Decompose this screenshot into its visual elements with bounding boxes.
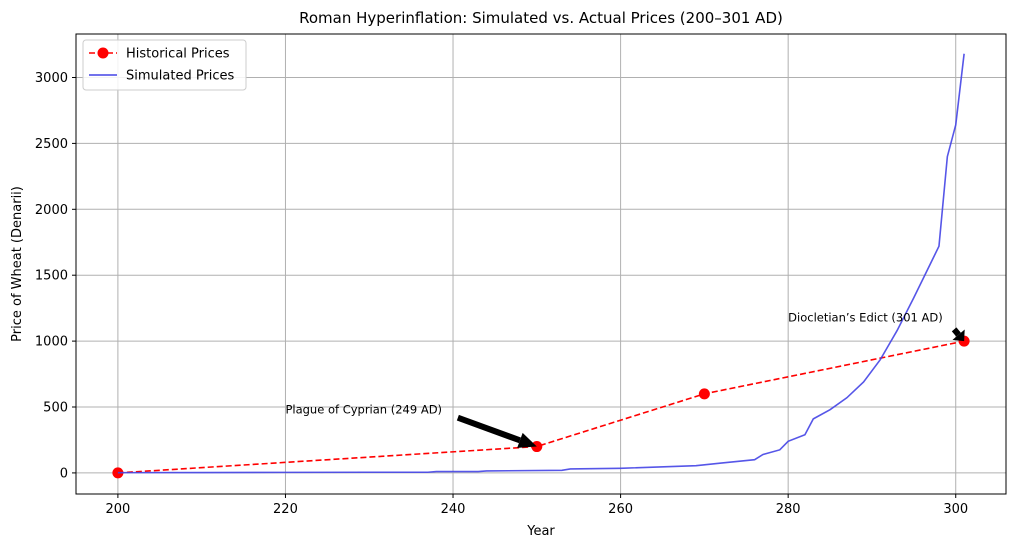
legend-marker xyxy=(97,47,109,59)
x-tick-label: 240 xyxy=(441,502,466,517)
legend: Historical Prices Simulated Prices xyxy=(82,39,247,91)
y-tick-label: 2500 xyxy=(35,137,68,152)
x-tick-label: 300 xyxy=(943,502,968,517)
y-tick-label: 1000 xyxy=(35,335,68,350)
annotation-arrow-head xyxy=(517,432,537,448)
annotation-text: Plague of Cyprian (249 AD) xyxy=(285,403,442,417)
series-layer xyxy=(112,53,970,479)
x-tick-label: 200 xyxy=(105,502,130,517)
x-tick-label: 220 xyxy=(273,502,298,517)
y-tick-label: 1500 xyxy=(35,269,68,284)
annotation-arrow-shaft xyxy=(456,414,521,444)
legend-label: Simulated Prices xyxy=(126,69,235,84)
legend-label: Historical Prices xyxy=(126,47,230,62)
x-axis: 200 220 240 260 280 300 xyxy=(105,494,968,517)
annotation-text: Diocletian’s Edict (301 AD) xyxy=(788,310,943,324)
x-tick-label: 280 xyxy=(776,502,801,517)
annotation-arrow-head xyxy=(952,329,965,342)
data-point xyxy=(698,388,710,400)
grid xyxy=(76,34,1006,494)
plot-frame xyxy=(75,33,1007,495)
legend-box xyxy=(82,39,247,91)
y-axis-label: Price of Wheat (Denarii) xyxy=(10,186,25,342)
y-axis: 0 500 1000 1500 2000 2500 3000 xyxy=(35,71,76,481)
chart-title: Roman Hyperinflation: Simulated vs. Actu… xyxy=(299,9,783,27)
series-line xyxy=(117,340,965,474)
data-point xyxy=(112,467,124,479)
x-tick-label: 260 xyxy=(608,502,633,517)
y-tick-label: 500 xyxy=(43,401,68,416)
x-axis-label: Year xyxy=(526,524,555,539)
y-tick-label: 2000 xyxy=(35,203,68,218)
y-tick-label: 3000 xyxy=(35,71,68,86)
y-tick-label: 0 xyxy=(60,466,68,481)
annotation-arrow-shaft xyxy=(951,327,961,337)
series-line xyxy=(117,53,965,474)
annotations: Plague of Cyprian (249 AD) Diocletian’s E… xyxy=(285,310,965,448)
